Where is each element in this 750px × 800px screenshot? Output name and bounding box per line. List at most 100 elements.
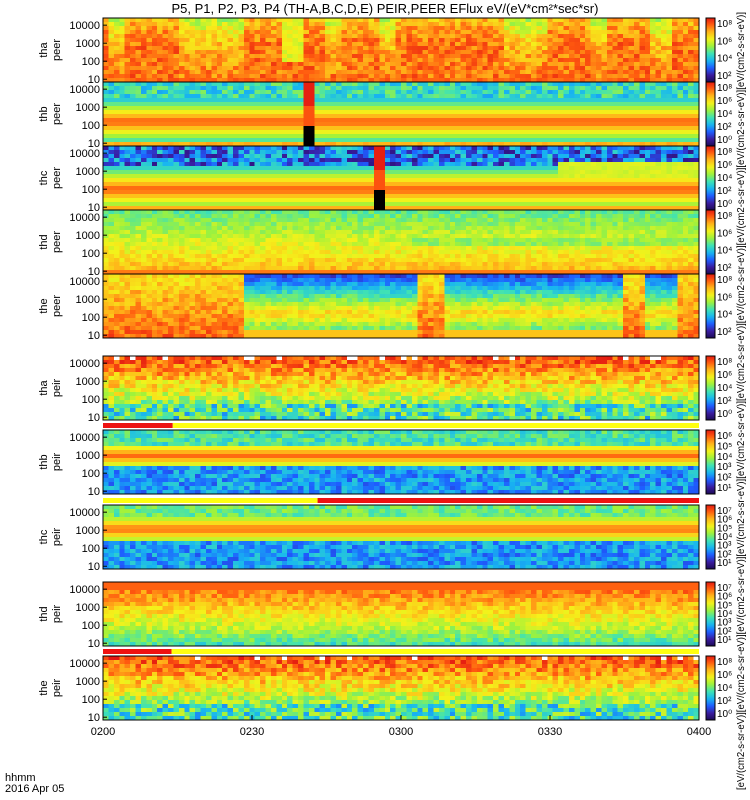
heatmap-cell [552,198,559,203]
heatmap-cell [503,66,510,71]
heatmap-cell [606,58,613,63]
heatmap-cell [476,42,483,47]
heatmap-cell [227,98,234,103]
heatmap-cell [693,62,700,67]
heatmap-cell [503,42,510,47]
heatmap-cell [471,58,478,63]
heatmap-cell [189,58,196,63]
heatmap-cell [325,46,332,51]
heatmap-cell [249,198,256,203]
heatmap-cell [216,26,223,31]
heatmap-cell [254,66,261,71]
heatmap-cell [233,50,240,55]
heatmap-cell [655,58,662,63]
heatmap-cell [308,66,315,71]
heatmap-cell [254,206,261,211]
heatmap-cell [601,34,608,39]
heatmap-cell [211,98,218,103]
heatmap-cell [438,178,445,183]
heatmap-cell [688,94,695,99]
heatmap-cell [335,170,342,175]
heatmap-cell [411,22,418,27]
heatmap-cell [406,154,413,159]
heatmap-cell [178,146,185,151]
heatmap-cell [276,50,283,55]
heatmap-cell [406,58,413,63]
heatmap-cell [211,190,218,195]
heatmap-cell [308,162,315,167]
heatmap-cell [205,142,212,147]
heatmap-cell [428,170,435,175]
heatmap-cell [119,74,126,79]
heatmap-cell [574,122,581,127]
heatmap-cell [438,62,445,67]
heatmap-cell [406,130,413,135]
heatmap-cell [184,98,191,103]
heatmap-cell [298,146,305,151]
heatmap-cell [677,58,684,63]
heatmap-cell [314,174,321,179]
heatmap-cell [558,50,565,55]
heatmap-cell [184,134,191,139]
heatmap-cell [644,102,651,107]
heatmap-cell [466,66,473,71]
heatmap-cell [357,62,364,67]
heatmap-cell [168,186,175,191]
heatmap-cell [525,170,532,175]
heatmap-cell [260,126,267,131]
heatmap-cell [249,74,256,79]
heatmap-cell [563,70,570,75]
heatmap-cell [216,86,223,91]
heatmap-cell [395,166,402,171]
colorbar-swatch [706,82,715,85]
heatmap-cell [493,134,500,139]
heatmap-cell [314,54,321,59]
heatmap-cell [417,178,424,183]
heatmap-cell [531,146,538,151]
heatmap-cell [352,206,359,211]
heatmap-cell [623,22,630,27]
heatmap-cell [520,178,527,183]
heatmap-cell [140,182,147,187]
heatmap-cell [596,78,603,83]
heatmap-cell [606,142,613,147]
heatmap-cell [536,110,543,115]
heatmap-cell [476,78,483,83]
heatmap-cell [552,138,559,143]
heatmap-cell [276,126,283,131]
heatmap-cell [650,142,657,147]
heatmap-cell [493,82,500,87]
heatmap-cell [541,18,548,23]
heatmap-cell [189,198,196,203]
heatmap-cell [211,166,218,171]
heatmap-cell [384,198,391,203]
heatmap-cell [525,74,532,79]
heatmap-cell [140,134,147,139]
heatmap-cell [520,150,527,155]
heatmap-cell [644,142,651,147]
heatmap-cell [373,158,380,163]
heatmap-cell [298,150,305,155]
heatmap-cell [666,138,673,143]
heatmap-cell [433,154,440,159]
heatmap-cell [379,166,386,171]
heatmap-cell [276,158,283,163]
heatmap-cell [579,74,586,79]
heatmap-cell [585,54,592,59]
heatmap-cell [617,22,624,27]
heatmap-cell [146,26,153,31]
heatmap-cell [693,42,700,47]
heatmap-cell [373,50,380,55]
heatmap-cell [119,86,126,91]
heatmap-cell [390,94,397,99]
heatmap-cell [363,98,370,103]
heatmap-cell [303,146,310,151]
heatmap-cell [379,22,386,27]
colorbar-swatch [706,60,715,63]
heatmap-cell [352,34,359,39]
heatmap-cell [460,90,467,95]
heatmap-cell [509,122,516,127]
heatmap-cell [525,186,532,191]
heatmap-cell [547,186,554,191]
heatmap-cell [373,70,380,75]
